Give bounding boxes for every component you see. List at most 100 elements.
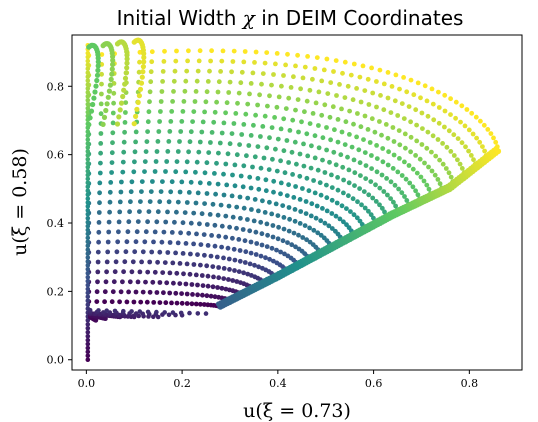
data-point	[85, 329, 91, 335]
data-point	[406, 104, 412, 109]
data-point	[433, 153, 439, 159]
data-point	[184, 68, 190, 74]
data-point	[98, 101, 104, 107]
data-point	[210, 284, 216, 290]
data-point	[234, 204, 240, 210]
data-point	[267, 135, 272, 141]
data-point	[204, 160, 210, 166]
data-point	[424, 98, 430, 104]
data-point	[188, 251, 193, 257]
data-point	[148, 189, 154, 195]
data-point	[129, 309, 134, 314]
data-point	[99, 91, 104, 97]
data-point	[291, 230, 297, 236]
data-point	[293, 244, 298, 250]
data-point	[230, 235, 235, 241]
data-point	[391, 199, 396, 205]
data-point	[132, 159, 137, 165]
data-point	[101, 114, 108, 120]
data-point	[102, 299, 107, 305]
data-point	[154, 309, 159, 315]
data-point	[399, 101, 405, 106]
data-point	[367, 140, 373, 145]
data-point	[342, 59, 348, 65]
data-point	[202, 201, 208, 207]
data-point	[278, 126, 284, 132]
data-point	[286, 228, 292, 234]
data-point	[170, 99, 176, 104]
chart-title-part-1: Initial Width	[117, 6, 243, 30]
data-point	[158, 189, 164, 195]
data-point	[98, 141, 104, 146]
data-point	[446, 128, 452, 134]
data-point	[354, 134, 359, 140]
data-point	[424, 182, 430, 188]
data-point	[408, 149, 413, 155]
data-point	[312, 66, 318, 71]
data-point	[174, 300, 180, 306]
data-point	[410, 184, 416, 190]
data-point	[313, 100, 319, 106]
data-point	[150, 279, 156, 285]
data-point	[242, 238, 248, 244]
data-point	[107, 199, 113, 205]
data-point	[109, 170, 114, 175]
data-point	[86, 122, 92, 128]
y-tick-label: 0.2	[47, 285, 65, 298]
data-point	[313, 215, 319, 221]
data-point	[319, 112, 325, 118]
data-point	[263, 177, 269, 183]
data-point	[332, 127, 337, 133]
chart-title-part-2: in DEIM Coordinates	[255, 6, 464, 30]
data-point	[195, 68, 201, 74]
data-point	[159, 89, 165, 94]
data-point	[278, 158, 283, 164]
data-point	[204, 293, 210, 299]
data-point	[161, 290, 166, 296]
data-point	[162, 260, 168, 265]
data-point	[419, 142, 425, 147]
data-point	[85, 86, 91, 91]
data-point	[417, 156, 423, 162]
data-point	[178, 230, 184, 236]
data-point	[215, 212, 221, 218]
data-point	[396, 128, 402, 134]
data-point	[271, 189, 276, 195]
data-point	[262, 113, 268, 119]
data-point	[145, 269, 151, 275]
data-point	[152, 169, 158, 174]
data-point	[259, 231, 265, 237]
data-point	[172, 219, 177, 225]
data-point	[97, 190, 102, 196]
data-point	[247, 228, 253, 234]
data-point	[94, 77, 100, 84]
data-point	[300, 186, 305, 191]
data-point	[448, 96, 453, 102]
data-point	[124, 239, 130, 245]
data-point	[157, 199, 163, 205]
data-point	[137, 86, 144, 92]
data-point	[252, 262, 257, 268]
data-point	[291, 195, 297, 200]
data-point	[266, 167, 272, 173]
data-point	[354, 215, 360, 221]
data-point	[247, 174, 253, 180]
data-point	[169, 230, 175, 235]
data-point	[229, 193, 235, 199]
data-point	[102, 289, 108, 295]
data-point	[153, 159, 159, 164]
data-point	[109, 299, 115, 305]
data-point	[289, 242, 295, 248]
data-point	[292, 139, 298, 145]
data-point	[303, 199, 309, 204]
data-point	[404, 198, 410, 203]
data-point	[210, 264, 216, 269]
data-point	[85, 94, 91, 99]
data-point	[224, 100, 230, 106]
data-point	[161, 229, 167, 235]
data-point	[194, 159, 200, 165]
data-point	[200, 292, 205, 298]
data-point	[85, 349, 91, 355]
data-point	[259, 242, 265, 248]
data-point	[302, 64, 308, 70]
